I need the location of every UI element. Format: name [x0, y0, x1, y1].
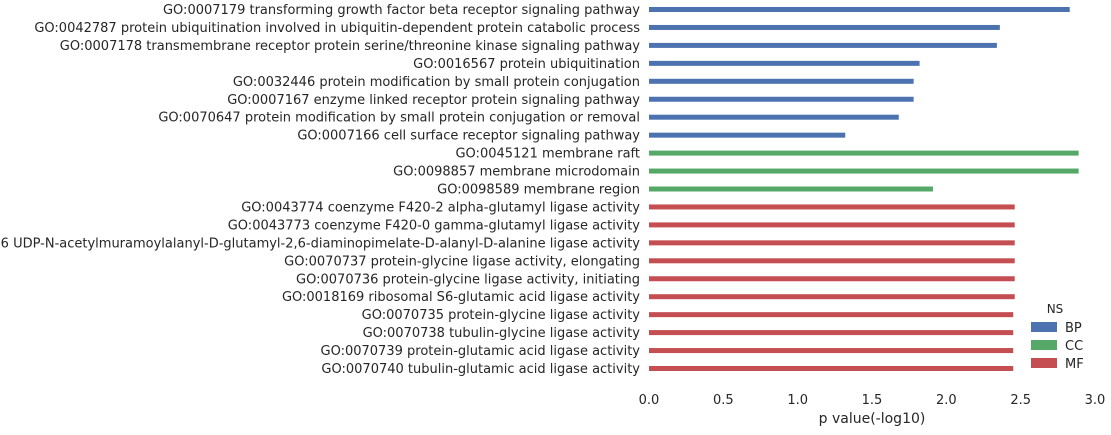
legend-swatch-mf [1031, 358, 1057, 368]
bar-cc [649, 168, 1079, 174]
category-label: GO:0032446 protein modification by small… [233, 75, 640, 90]
bar-mf [649, 240, 1015, 246]
bar-mf [649, 294, 1015, 300]
category-label: GO:0007166 cell surface receptor signali… [297, 129, 640, 144]
category-label: GO:0043773 coenzyme F420-0 gamma-glutamy… [228, 218, 641, 233]
bar-bp [649, 96, 914, 102]
category-label: GO:0007178 transmembrane receptor protei… [60, 39, 640, 54]
category-labels: GO:0007179 transforming growth factor be… [0, 3, 640, 377]
bar-bp [649, 24, 1000, 30]
category-label: GO:0045121 membrane raft [455, 147, 640, 162]
legend: NS BP CC MF [1031, 302, 1084, 372]
bar-bp [649, 114, 899, 120]
x-tick-label: 3.0 [1085, 393, 1106, 408]
x-axis-label: p value(-log10) [819, 411, 926, 427]
bar-mf [649, 366, 1014, 371]
legend-label: CC [1065, 339, 1083, 354]
x-tick-label: 2.0 [936, 393, 957, 408]
bar-cc [649, 186, 933, 192]
bar-bp [649, 42, 997, 48]
bars-layer [649, 7, 1079, 371]
bar-bp [649, 7, 1070, 12]
legend-label: BP [1065, 321, 1082, 336]
category-label: GO:0007167 enzyme linked receptor protei… [227, 93, 640, 108]
category-label: GO:0070739 protein-glutamic acid ligase … [321, 344, 641, 359]
category-label: GO:0070738 tubulin-glycine ligase activi… [363, 326, 641, 341]
x-tick-label: 2.5 [1010, 393, 1031, 408]
category-label: GO:0070735 protein-glycine ligase activi… [362, 308, 641, 323]
bar-mf [649, 258, 1015, 264]
category-label: GO:0007179 transforming growth factor be… [163, 3, 640, 18]
x-tick-label: 1.0 [787, 393, 808, 408]
category-label: GO:0098589 membrane region [437, 183, 640, 198]
x-tick-label: 1.5 [862, 393, 883, 408]
bar-bp [649, 60, 920, 66]
bar-mf [649, 276, 1015, 282]
x-axis: p value(-log10) 0.0 0.5 1.0 1.5 2.0 2.5 3.0 [639, 393, 1106, 427]
bar-mf [649, 222, 1015, 228]
category-label: GO:0070736 protein-glycine ligase activi… [296, 272, 640, 287]
bar-mf [649, 348, 1014, 354]
x-tick-label: 0.5 [713, 393, 734, 408]
bar-bp [649, 132, 846, 138]
legend-label: MF [1065, 357, 1084, 372]
category-label: GO:0098857 membrane microdomain [393, 165, 640, 180]
category-label: GO:0070740 tubulin-glutamic acid ligase … [321, 362, 640, 377]
legend-swatch-cc [1031, 340, 1057, 350]
bar-bp [649, 78, 914, 84]
bar-mf [649, 204, 1015, 210]
bar-cc [649, 150, 1079, 156]
category-label: GO:0070647 protein modification by small… [158, 111, 640, 126]
bar-mf [649, 330, 1014, 336]
category-label: GO:0070737 protein-glycine ligase activi… [284, 254, 640, 269]
x-tick-label: 0.0 [639, 393, 660, 408]
legend-swatch-bp [1031, 322, 1057, 332]
legend-title: NS [1047, 302, 1064, 316]
category-label: GO:0043774 coenzyme F420-2 alpha-glutamy… [241, 200, 640, 215]
category-label: GO:0042787 protein ubiquitination involv… [34, 21, 640, 36]
bar-mf [649, 312, 1014, 318]
category-label: GO:0008766 UDP-N-acetylmuramoylalanyl-D-… [0, 236, 640, 251]
category-label: GO:0016567 protein ubiquitination [413, 57, 640, 72]
category-label: GO:0018169 ribosomal S6-glutamic acid li… [282, 290, 640, 305]
